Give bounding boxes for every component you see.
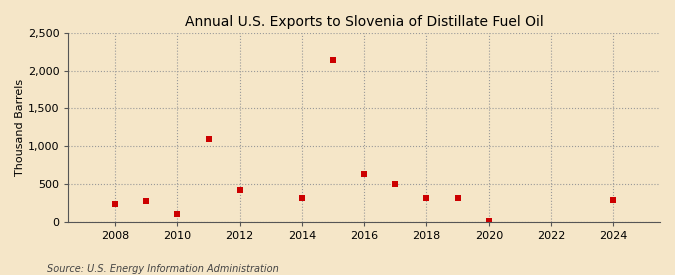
Text: Source: U.S. Energy Information Administration: Source: U.S. Energy Information Administ… bbox=[47, 264, 279, 274]
Title: Annual U.S. Exports to Slovenia of Distillate Fuel Oil: Annual U.S. Exports to Slovenia of Disti… bbox=[185, 15, 543, 29]
Y-axis label: Thousand Barrels: Thousand Barrels bbox=[15, 79, 25, 176]
